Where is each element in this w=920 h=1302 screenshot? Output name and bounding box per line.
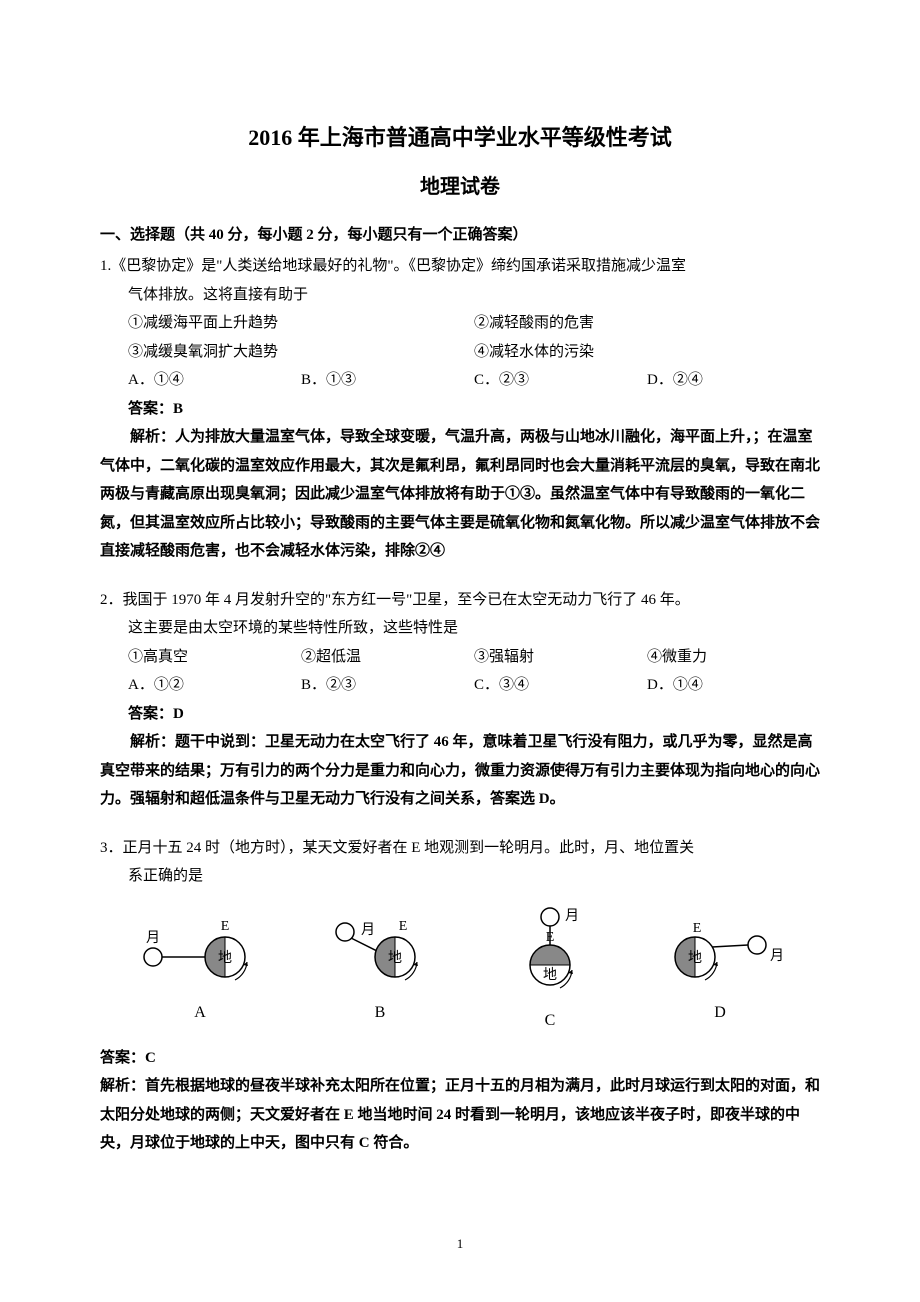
- e-label-B: E: [399, 919, 408, 934]
- moon-label-A: 月: [146, 930, 160, 946]
- sub-title: 地理试卷: [100, 170, 820, 199]
- earth-label-D: 地: [688, 950, 702, 966]
- q2-stem-line2: 这主要是由太空环境的某些特性所致，这些特性是: [100, 614, 820, 643]
- q2-choiceB: B．②③: [301, 671, 474, 700]
- q1-stem-line2: 气体排放。这将直接有助于: [100, 281, 820, 310]
- q2-choiceA: A．①②: [128, 671, 301, 700]
- q1-answer: 答案：B: [100, 395, 820, 424]
- q1-analysis: 解析：人为排放大量温室气体，导致全球变暖，气温升高，两极与山地冰川融化，海平面上…: [100, 423, 820, 566]
- q2-choiceC: C．③④: [474, 671, 647, 700]
- diagram-C: 月 地 E C: [495, 905, 605, 1036]
- q3-analysis: 解析：首先根据地球的昼夜半球补充太阳所在位置；正月十五的月相为满月，此时月球运行…: [100, 1072, 820, 1158]
- q1-opt3: ③减缓臭氧洞扩大趋势: [128, 338, 474, 367]
- q1-choiceD: D．②④: [647, 366, 820, 395]
- q1-opt1: ①减缓海平面上升趋势: [128, 309, 474, 338]
- earth-label-A: 地: [218, 950, 232, 966]
- diagram-B-label: B: [375, 998, 386, 1028]
- q3-diagram-row: 月 地 E A 月: [100, 905, 820, 1036]
- q1-choiceB: B．①③: [301, 366, 474, 395]
- q2-opt2: ②超低温: [301, 643, 474, 672]
- q1-opt4: ④减轻水体的污染: [474, 338, 594, 367]
- q2-analysis: 解析：题干中说到：卫星无动力在太空飞行了 46 年，意味着卫星飞行没有阻力，或几…: [100, 728, 820, 814]
- q1-stem-line1: 1.《巴黎协定》是"人类送给地球最好的礼物"。《巴黎协定》缔约国承诺采取措施减少…: [100, 252, 820, 281]
- q2-opt1: ①高真空: [128, 643, 301, 672]
- q1-choiceC: C．②③: [474, 366, 647, 395]
- earth-label-C: 地: [543, 967, 557, 983]
- q2-opt3: ③强辐射: [474, 643, 647, 672]
- question-3: 3．正月十五 24 时（地方时），某天文爱好者在 E 地观测到一轮明月。此时，月…: [100, 834, 820, 1158]
- main-title: 2016 年上海市普通高中学业水平等级性考试: [100, 120, 820, 152]
- q3-stem-line2: 系正确的是: [100, 862, 820, 891]
- e-label-C: E: [546, 930, 555, 945]
- question-1: 1.《巴黎协定》是"人类送给地球最好的礼物"。《巴黎协定》缔约国承诺采取措施减少…: [100, 252, 820, 566]
- diagram-D-label: D: [714, 998, 726, 1028]
- q1-choiceA: A．①④: [128, 366, 301, 395]
- earth-label-B: 地: [388, 950, 402, 966]
- e-label-D: E: [693, 921, 702, 936]
- q2-opt4: ④微重力: [647, 643, 820, 672]
- moon-label-B: 月: [361, 922, 375, 938]
- q3-stem-line1: 3．正月十五 24 时（地方时），某天文爱好者在 E 地观测到一轮明月。此时，月…: [100, 834, 820, 863]
- diagram-B: 月 地 E B: [315, 912, 445, 1028]
- diagram-A-label: A: [194, 998, 206, 1028]
- q3-answer: 答案：C: [100, 1044, 820, 1073]
- moon-label-C: 月: [565, 908, 579, 924]
- q2-choiceD: D．①④: [647, 671, 820, 700]
- q1-opt2: ②减轻酸雨的危害: [474, 309, 594, 338]
- e-label-A: E: [221, 919, 230, 934]
- diagram-C-label: C: [545, 1006, 556, 1036]
- question-2: 2．我国于 1970 年 4 月发射升空的"东方红一号"卫星，至今已在太空无动力…: [100, 586, 820, 814]
- q2-answer: 答案：D: [100, 700, 820, 729]
- diagram-D: 地 E 月 D: [655, 912, 785, 1028]
- q2-stem-line1: 2．我国于 1970 年 4 月发射升空的"东方红一号"卫星，至今已在太空无动力…: [100, 586, 820, 615]
- page-number: 1: [0, 1236, 920, 1252]
- diagram-A: 月 地 E A: [135, 912, 265, 1028]
- moon-label-D: 月: [770, 948, 784, 964]
- section-header: 一、选择题（共 40 分，每小题 2 分，每小题只有一个正确答案）: [100, 223, 820, 244]
